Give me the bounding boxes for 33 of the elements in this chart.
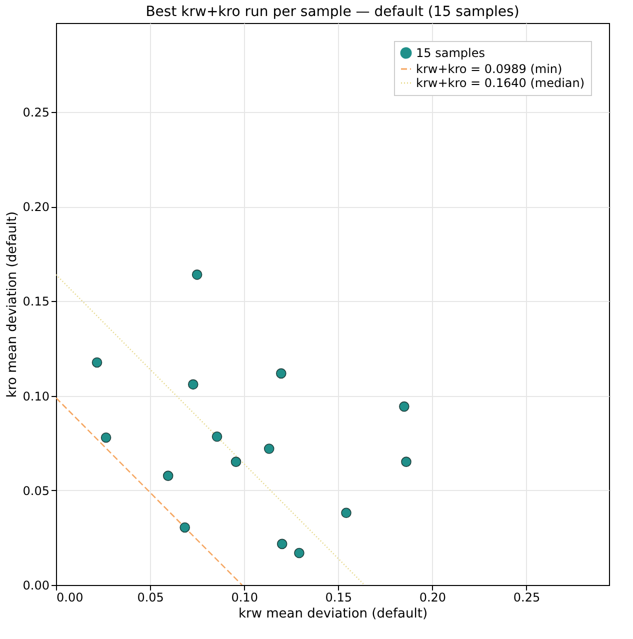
point [399,401,410,412]
chart-title: Best krw+kro run per sample — default (15 samples) [146,4,520,20]
point [341,508,352,518]
point [276,538,288,550]
point [192,270,202,280]
legend-label: krw+kro = 0.1640 (median) [416,76,585,90]
point [180,522,190,533]
y-tick-label: 0.15 [22,294,50,309]
x-tick-label: 0.25 [513,590,540,604]
x-tick-label: 0.05 [137,590,164,604]
x-axis-title: krw mean deviation (default) [238,606,428,622]
point [162,470,174,481]
x-tick-label: 0.15 [325,590,352,604]
point [188,379,198,390]
point [294,548,304,558]
point [92,357,102,368]
x-tick-label: 0.00 [56,590,84,604]
x-tick-label: 0.20 [419,590,446,604]
y-tick-label: 0.25 [22,105,50,120]
y-tick-label: 0.00 [22,578,50,592]
point [276,368,286,379]
y-axis-title: kro mean deviation (default) [4,211,20,398]
y-tick-label: 0.20 [22,200,50,214]
point [230,456,242,467]
y-tick-label: 0.05 [22,484,50,498]
legend-label: 15 samples [416,46,485,60]
point [100,432,112,443]
point [264,444,274,454]
point [401,456,412,467]
x-tick-label: 0.10 [231,590,258,604]
point [212,432,222,442]
legend-label: krw+kro = 0.0989 (min) [416,62,562,76]
y-tick-label: 0.10 [22,389,50,404]
